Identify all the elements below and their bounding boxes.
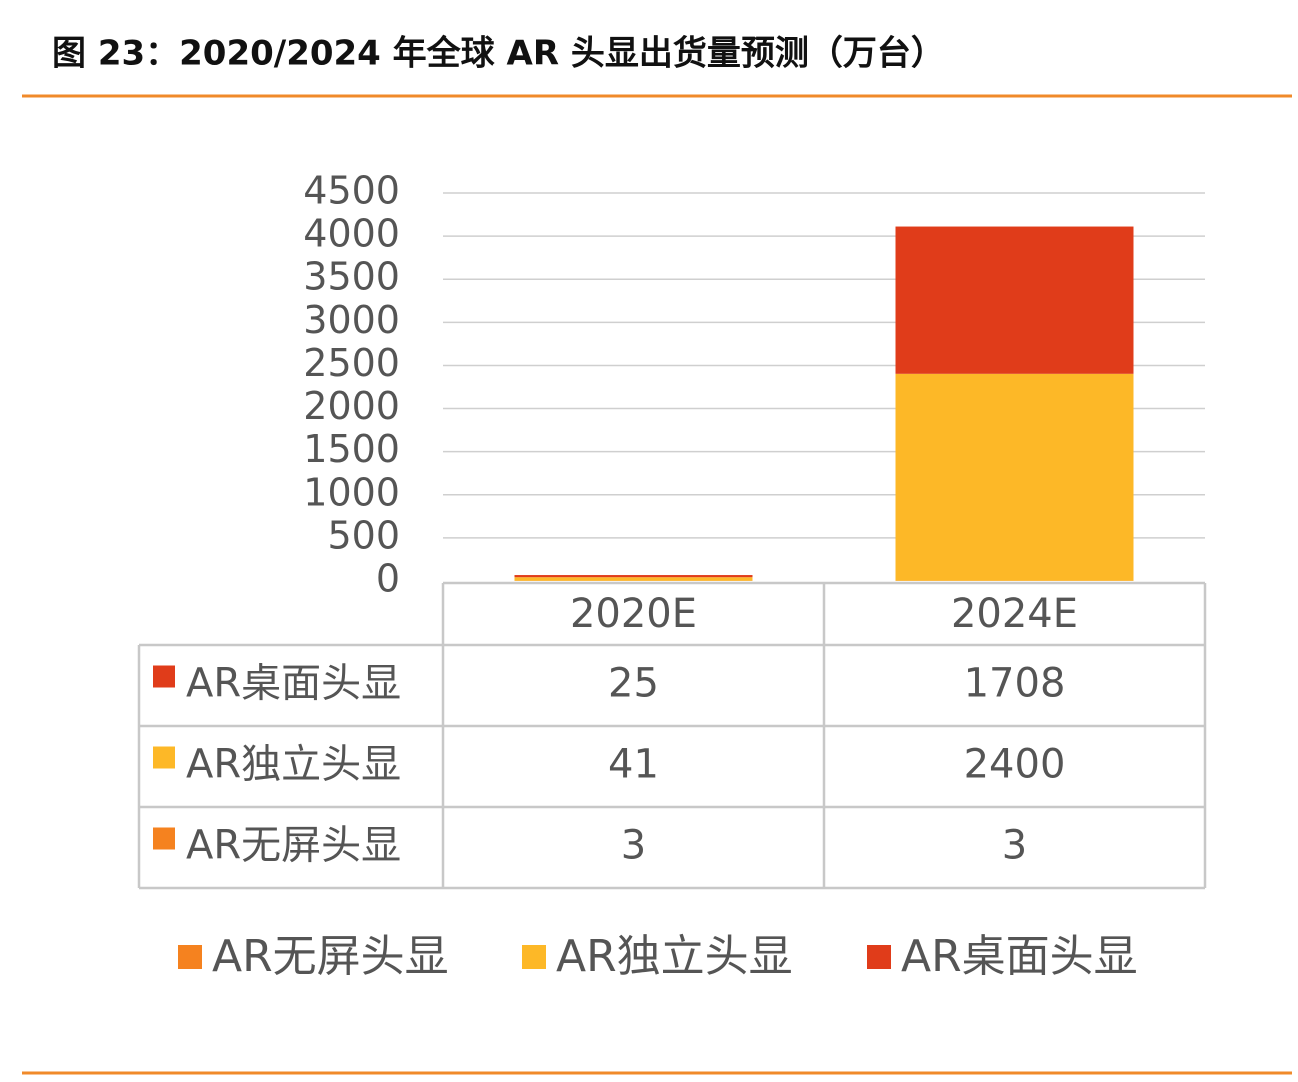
legend-label: AR独立头显 [556,931,793,982]
y-tick-label: 3500 [303,255,400,299]
bar-segment [896,227,1134,374]
table-value: 3 [621,823,646,869]
legend: AR无屏头显 AR独立头显 AR桌面头显 [178,931,1138,982]
y-tick-label: 1500 [303,427,400,471]
x-tick-label: 2024E [951,591,1078,637]
legend-label: AR桌面头显 [901,931,1138,982]
table-value: 2400 [964,742,1066,788]
bar-segment [515,575,753,577]
table-value: 41 [608,742,659,788]
y-tick-label: 1000 [303,470,400,514]
row-key [153,747,175,769]
data-table: 2020E 2024E AR无屏头显 3 3 AR独立头显 41 2400 AR桌面头显 25 17… [139,583,1205,888]
x-tick-label: 2020E [570,591,697,637]
row-key [153,666,175,688]
y-tick-label: 2500 [303,341,400,385]
legend-label: AR无屏头显 [212,931,449,982]
y-tick-label: 3000 [303,298,400,342]
legend-swatch [867,945,891,969]
table-value: 25 [608,661,659,707]
legend-swatch [522,945,546,969]
chart-title: 图 23：2020/2024 年全球 AR 头显出货量预测（万台） [52,34,945,74]
row-key [153,828,175,850]
table-value: 3 [1002,823,1027,869]
row-label: AR独立头显 [186,742,401,788]
bar-segment [896,374,1134,581]
y-tick-label: 0 [376,557,400,601]
row-label: AR桌面头显 [186,661,401,707]
bar-segment [515,577,753,581]
y-tick-label: 4000 [303,212,400,256]
y-tick-label: 4500 [303,169,400,213]
row-label: AR无屏头显 [186,823,401,869]
table-value: 1708 [964,661,1066,707]
legend-swatch [178,945,202,969]
y-tick-label: 2000 [303,384,400,428]
y-tick-label: 500 [327,513,400,557]
